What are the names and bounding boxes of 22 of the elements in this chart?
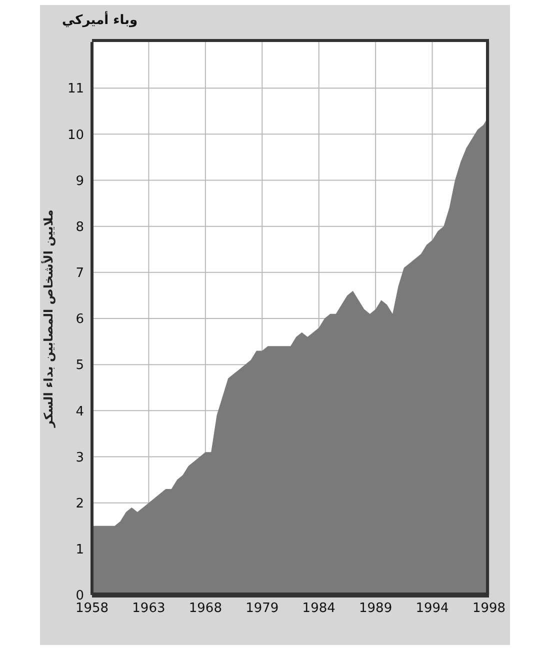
x-tick-label: 1994 bbox=[416, 601, 449, 616]
y-tick-label: 10 bbox=[67, 128, 84, 143]
y-tick-label: 4 bbox=[76, 404, 84, 420]
chart-title: وباء أميركي bbox=[62, 13, 138, 28]
x-tick-label: 1979 bbox=[246, 601, 279, 616]
x-tick-label: 1958 bbox=[75, 601, 109, 616]
y-tick-label: 5 bbox=[76, 358, 84, 374]
y-axis-title: ملايين الأشخاص المصابين بداء السكر bbox=[40, 210, 56, 428]
y-tick-label: 0 bbox=[76, 588, 84, 604]
y-tick-label: 7 bbox=[76, 266, 84, 282]
y-tick-label: 6 bbox=[76, 312, 84, 328]
y-tick-label: 1 bbox=[76, 542, 84, 558]
y-tick-label: 8 bbox=[76, 220, 84, 235]
y-tick-label: 2 bbox=[76, 496, 84, 512]
x-tick-label: 1968 bbox=[188, 601, 222, 616]
y-tick-label: 11 bbox=[67, 82, 84, 97]
x-tick-label: 1963 bbox=[132, 601, 166, 616]
y-tick-label: 3 bbox=[76, 450, 84, 466]
x-tick-label: 1984 bbox=[302, 601, 336, 616]
x-tick-label: 1998 bbox=[472, 601, 506, 616]
y-tick-label: 9 bbox=[76, 174, 84, 189]
x-tick-label: 1989 bbox=[359, 601, 392, 616]
